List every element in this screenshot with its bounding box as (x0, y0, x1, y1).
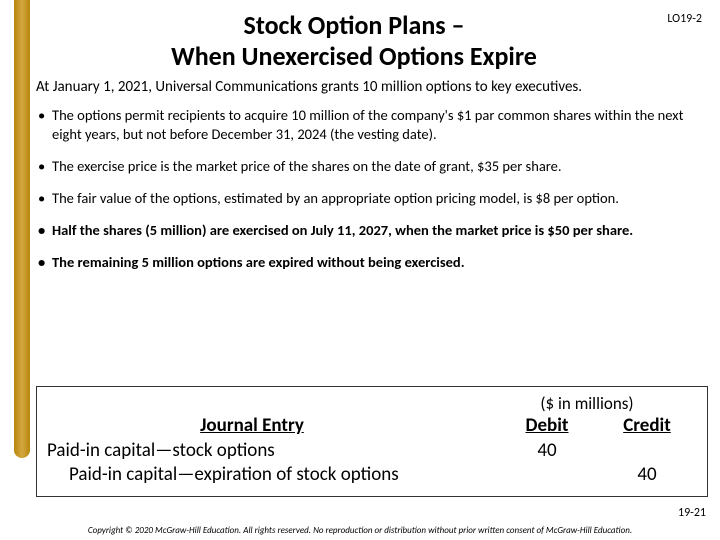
copyright-text: Copyright © 2020 McGraw-Hill Education. … (0, 525, 720, 536)
bullet-item: The options permit recipients to acquire… (36, 106, 712, 142)
journal-units-row: ($ in millions) (47, 393, 697, 414)
journal-units-label: ($ in millions) (477, 393, 697, 414)
debit-value: 40 (497, 439, 597, 464)
credit-value: 40 (597, 463, 697, 488)
journal-entry-box: ($ in millions) Journal Entry Debit Cred… (36, 386, 708, 497)
bullet-list: The options permit recipients to acquire… (36, 106, 712, 271)
journal-line-1: Paid-in capital—stock options 40 (47, 439, 697, 464)
bullet-item: The exercise price is the market price o… (36, 157, 712, 175)
journal-header-row: Journal Entry Debit Credit (47, 414, 697, 439)
bullet-item: The remaining 5 million options are expi… (36, 253, 712, 271)
page-number: 19-21 (678, 506, 706, 520)
title-line-1: Stock Option Plans – (244, 9, 465, 41)
journal-line-2: Paid-in capital—expiration of stock opti… (47, 463, 697, 488)
title-line-2: When Unexercised Options Expire (171, 40, 537, 72)
bullet-item: The fair value of the options, estimated… (36, 189, 712, 207)
journal-heading: Journal Entry (47, 414, 497, 439)
account-name: Paid-in capital—stock options (47, 439, 497, 464)
bullet-item: Half the shares (5 million) are exercise… (36, 221, 712, 239)
slide-content: Stock Option Plans – When Unexercised Op… (36, 0, 712, 285)
accent-side-bar (14, 0, 30, 458)
account-name: Paid-in capital—expiration of stock opti… (47, 463, 497, 488)
credit-column-header: Credit (597, 414, 697, 439)
intro-text: At January 1, 2021, Universal Communicat… (36, 78, 712, 96)
slide-title: Stock Option Plans – When Unexercised Op… (36, 10, 712, 72)
debit-column-header: Debit (497, 414, 597, 439)
